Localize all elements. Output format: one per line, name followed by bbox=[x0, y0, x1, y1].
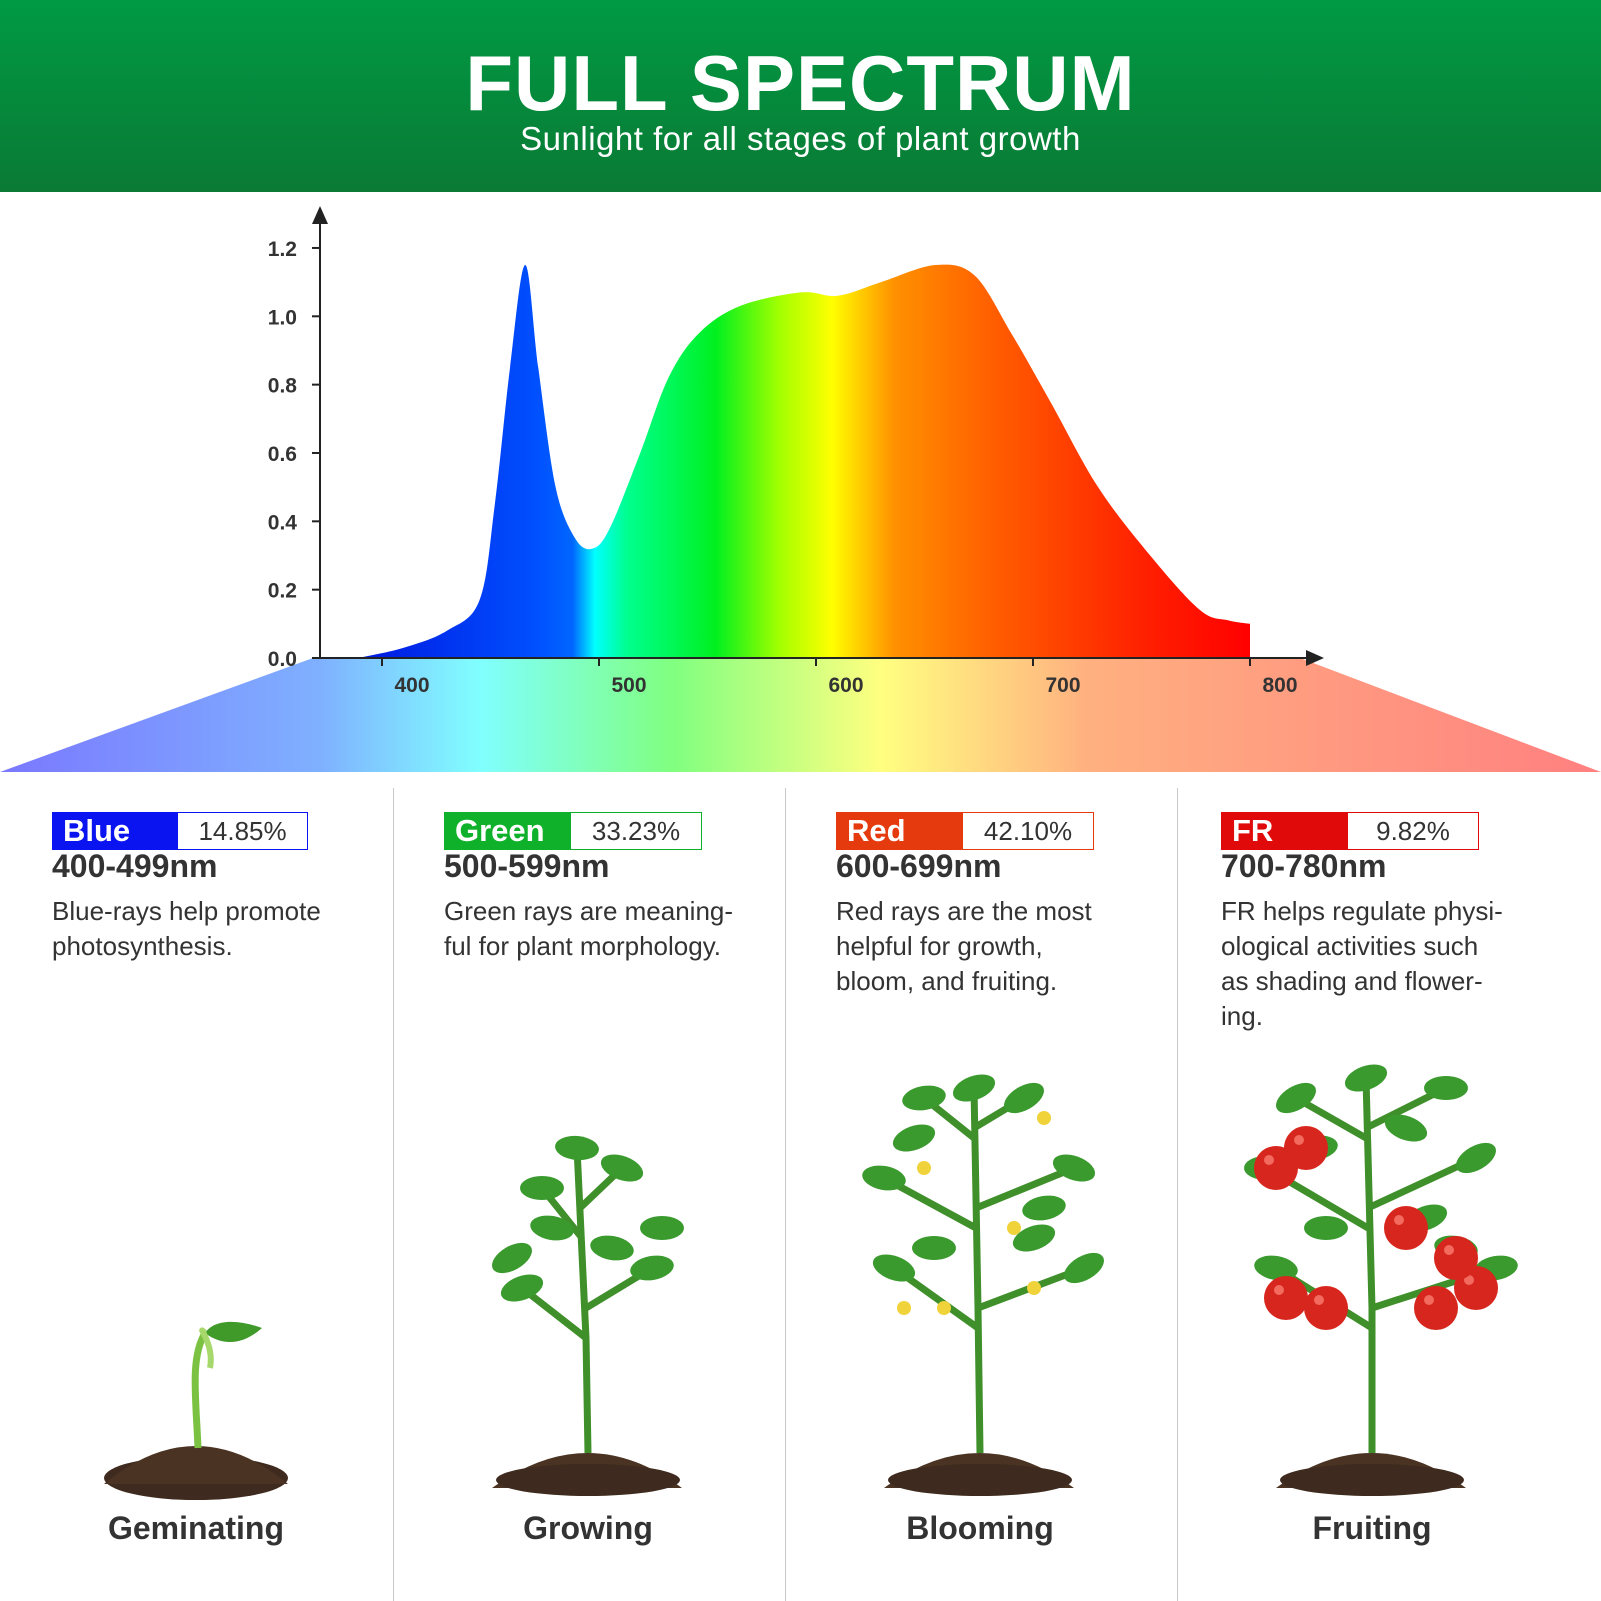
spectrum-chart: 400 500 600 700 800 0.0 0.2 0.4 0.6 0.8 1.0 1.2 bbox=[0, 206, 1601, 772]
y-tick-label: 1.2 bbox=[268, 238, 297, 261]
band-column-red: Red 42.10% 600-699nm Red rays are the mo… bbox=[784, 788, 1176, 1601]
band-name: FR bbox=[1222, 813, 1348, 849]
column-divider bbox=[1177, 788, 1178, 1601]
plant-illustration-geminating bbox=[104, 1321, 288, 1500]
growth-stage-label: Geminating bbox=[107, 1510, 284, 1546]
desc-line: Green rays are meaning- bbox=[444, 896, 734, 926]
band-column-blue: Blue 14.85% 400-499nm Blue-rays help pro… bbox=[0, 788, 392, 1601]
band-description: Red rays are the most helpful for growth,… bbox=[836, 894, 1166, 999]
band-badge: Red 42.10% bbox=[836, 812, 1094, 850]
band-description: Green rays are meaning-ful for plant mor… bbox=[444, 894, 774, 964]
column-divider bbox=[785, 788, 786, 1601]
x-tick-label: 800 bbox=[1262, 674, 1297, 697]
desc-line: helpful for growth, bbox=[836, 931, 1043, 961]
band-name: Blue bbox=[53, 813, 179, 849]
band-badge: Green 33.23% bbox=[444, 812, 702, 850]
band-name: Red bbox=[837, 813, 963, 849]
x-axis-arrow-icon bbox=[1306, 650, 1324, 666]
growth-stage-label: Growing bbox=[523, 1510, 653, 1546]
band-description: FR helps regulate physi-ological activit… bbox=[1221, 894, 1551, 1034]
band-percent: 33.23% bbox=[571, 813, 701, 849]
plant-illustration-growing bbox=[492, 1135, 684, 1496]
band-range: 400-499nm bbox=[52, 848, 218, 884]
column-divider bbox=[393, 788, 394, 1601]
y-tick-label: 0.6 bbox=[268, 443, 297, 466]
y-tick-label: 0.0 bbox=[268, 648, 297, 671]
page-subtitle: Sunlight for all stages of plant growth bbox=[520, 120, 1081, 157]
band-name: Green bbox=[445, 813, 571, 849]
spectrum-area bbox=[358, 264, 1250, 658]
band-range: 500-599nm bbox=[444, 848, 610, 884]
band-percent: 14.85% bbox=[178, 813, 307, 849]
band-badge: Blue 14.85% bbox=[52, 812, 308, 850]
band-badge: FR 9.82% bbox=[1221, 812, 1479, 850]
band-range: 700-780nm bbox=[1221, 848, 1387, 884]
plant-illustration-blooming bbox=[862, 1074, 1104, 1496]
desc-line: Red rays are the most bbox=[836, 896, 1092, 926]
page-title: FULL SPECTRUM bbox=[465, 39, 1136, 127]
y-axis-arrow-icon bbox=[312, 206, 328, 224]
y-tick-label: 0.8 bbox=[268, 375, 298, 398]
spectrum-fan bbox=[0, 658, 1601, 772]
y-tick-label: 0.4 bbox=[268, 511, 298, 534]
y-tick-label: 1.0 bbox=[268, 306, 297, 329]
band-percent: 9.82% bbox=[1348, 813, 1478, 849]
desc-line: ing. bbox=[1221, 1001, 1263, 1031]
y-tick-label: 0.2 bbox=[268, 580, 297, 603]
plant-illustration-fruiting bbox=[1244, 1064, 1518, 1496]
band-percent: 42.10% bbox=[963, 813, 1093, 849]
header-banner: FULL SPECTRUM Sunlight for all stages of… bbox=[0, 0, 1601, 192]
desc-line: Blue-rays help promote bbox=[52, 896, 321, 926]
x-tick-label: 700 bbox=[1045, 674, 1080, 697]
desc-line: photosynthesis. bbox=[52, 931, 233, 961]
desc-line: as shading and flower- bbox=[1221, 966, 1483, 996]
growth-stage-label: Fruiting bbox=[1312, 1510, 1432, 1546]
x-tick-label: 400 bbox=[394, 674, 429, 697]
growth-stage-label: Blooming bbox=[906, 1510, 1054, 1546]
band-range: 600-699nm bbox=[836, 848, 1002, 884]
x-tick-label: 500 bbox=[611, 674, 646, 697]
x-tick-label: 600 bbox=[828, 674, 863, 697]
band-description: Blue-rays help promote photosynthesis. bbox=[52, 894, 382, 964]
band-column-green: Green 33.23% 500-599nm Green rays are me… bbox=[392, 788, 784, 1601]
band-column-fr: FR 9.82% 700-780nm FR helps regulate phy… bbox=[1176, 788, 1568, 1601]
desc-line: FR helps regulate physi- bbox=[1221, 896, 1503, 926]
desc-line: bloom, and fruiting. bbox=[836, 966, 1058, 996]
desc-line: ful for plant morphology. bbox=[444, 931, 721, 961]
desc-line: ological activities such bbox=[1221, 931, 1479, 961]
